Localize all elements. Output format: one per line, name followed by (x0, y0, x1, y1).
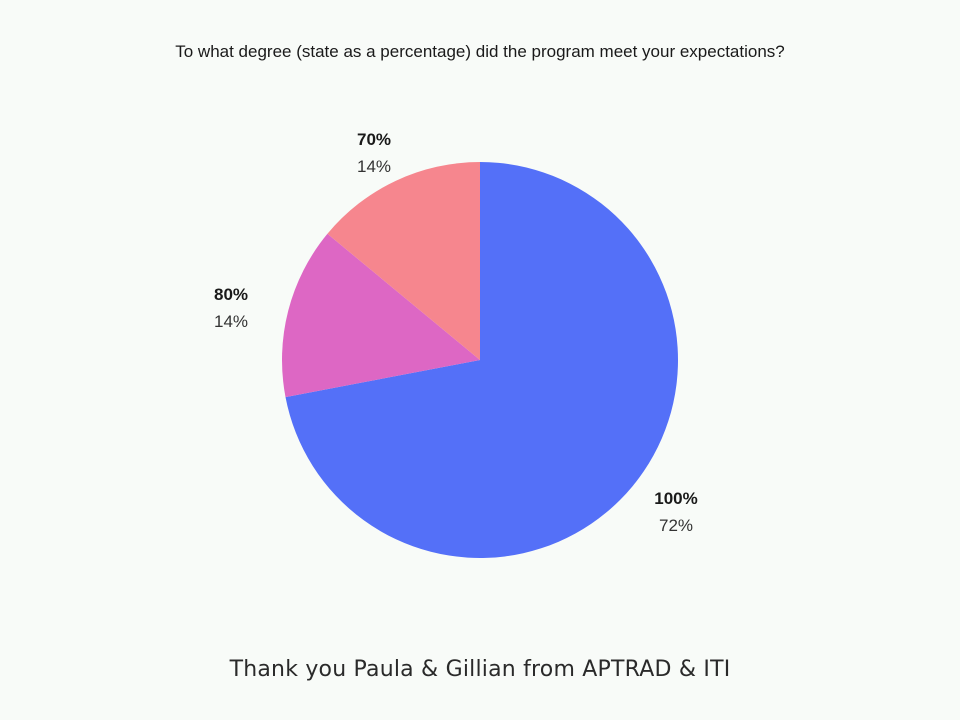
chart-title: To what degree (state as a percentage) d… (175, 42, 785, 61)
footer-thanks: Thank you Paula & Gillian from APTRAD & … (229, 657, 731, 682)
slice-value-label: 14% (214, 312, 248, 331)
pie-slice-100pct (285, 162, 678, 558)
slice-value-label: 14% (357, 157, 391, 176)
slice-value-label: 72% (659, 516, 693, 535)
pie-slice-70pct (327, 162, 480, 360)
slice-category-label: 70% (357, 130, 391, 149)
slice-category-label: 100% (654, 489, 697, 508)
slice-category-label: 80% (214, 285, 248, 304)
pie-slice-80pct (281, 233, 480, 398)
